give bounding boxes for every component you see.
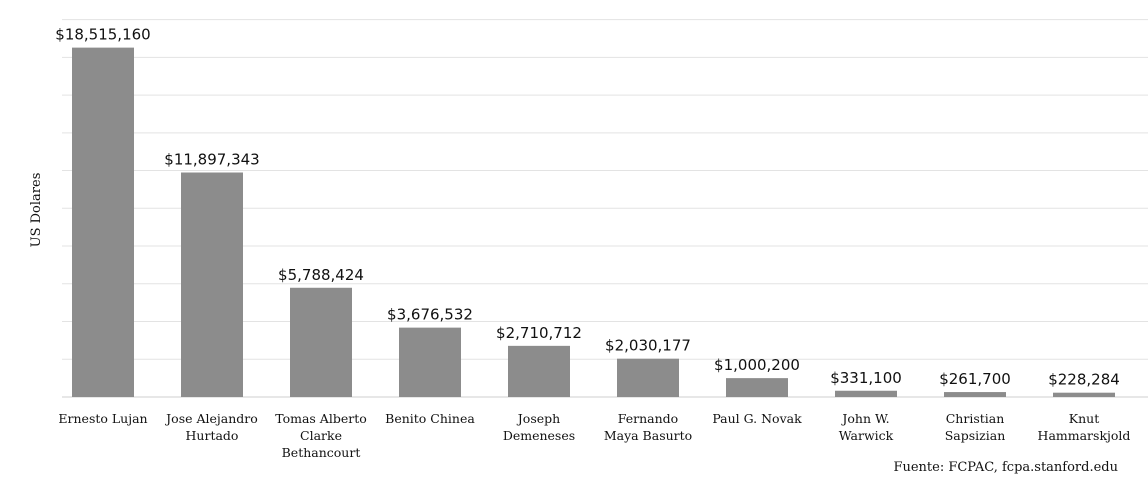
category-label-line: Maya Basurto xyxy=(604,428,692,443)
value-label: $2,030,177 xyxy=(605,337,691,355)
bar xyxy=(181,172,243,397)
bar xyxy=(726,378,788,397)
bar xyxy=(508,345,570,397)
category-label-line: Sapsizian xyxy=(945,428,1006,443)
category-label: Paul G. Novak xyxy=(712,411,802,426)
bars xyxy=(72,47,1115,398)
category-label: Christian Sapsizian xyxy=(945,411,1006,443)
category-label: Fernando Maya Basurto xyxy=(604,411,692,443)
bar xyxy=(72,47,134,398)
category-label: John W. Warwick xyxy=(839,411,894,443)
category-label-line: Bethancourt xyxy=(282,445,361,460)
value-label: $11,897,343 xyxy=(164,150,259,168)
value-label: $3,676,532 xyxy=(387,306,473,324)
category-label: Knut Hammarskjold xyxy=(1038,411,1131,443)
category-label: Jose Alejandro Hurtado xyxy=(164,411,258,443)
value-label: $228,284 xyxy=(1048,371,1120,389)
bar xyxy=(617,358,679,397)
value-labels: $18,515,160 $11,897,343 $5,788,424 $3,676,5… xyxy=(55,26,1120,389)
value-label: $18,515,160 xyxy=(55,26,150,44)
category-labels: Ernesto Lujan Jose Alejandro Hurtado Tomas … xyxy=(58,411,1130,460)
category-label-line: John W. xyxy=(840,411,889,426)
bar xyxy=(835,390,897,397)
category-label-line: Demeneses xyxy=(503,428,575,443)
category-label-line: Warwick xyxy=(839,428,894,443)
category-label: Tomas Alberto Clarke Bethancourt xyxy=(275,411,367,460)
category-label-line: Paul G. Novak xyxy=(712,411,802,426)
value-label: $5,788,424 xyxy=(278,266,364,284)
category-label: Ernesto Lujan xyxy=(58,411,147,426)
bar xyxy=(399,327,461,397)
value-label: $331,100 xyxy=(830,369,902,387)
category-label-line: Hurtado xyxy=(186,428,239,443)
category-label-line: Ernesto Lujan xyxy=(58,411,147,426)
y-axis-title: US Dolares xyxy=(29,173,44,248)
category-label-line: Christian xyxy=(946,411,1005,426)
category-label-line: Joseph xyxy=(516,411,560,426)
bar xyxy=(944,392,1006,397)
value-label: $1,000,200 xyxy=(714,356,800,374)
category-label: Joseph Demeneses xyxy=(503,411,575,443)
source-note: Fuente: FCPAC, fcpa.stanford.edu xyxy=(893,460,1118,475)
category-label-line: Fernando xyxy=(618,411,678,426)
category-label-line: Clarke xyxy=(300,428,342,443)
category-label: Benito Chinea xyxy=(385,411,475,426)
category-label-line: Benito Chinea xyxy=(385,411,475,426)
category-label-line: Hammarskjold xyxy=(1038,428,1131,443)
bar xyxy=(290,287,352,397)
category-label-line: Tomas Alberto xyxy=(275,411,367,426)
value-label: $2,710,712 xyxy=(496,324,582,342)
value-label: $261,700 xyxy=(939,370,1011,388)
category-label-line: Knut xyxy=(1069,411,1099,426)
category-label-line: Jose Alejandro xyxy=(164,411,258,426)
bar xyxy=(1053,392,1115,397)
